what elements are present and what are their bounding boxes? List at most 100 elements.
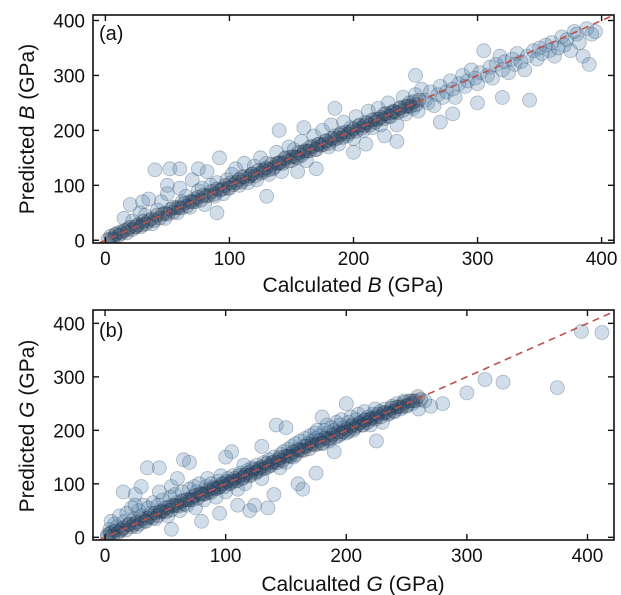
panel-label-b: (b) [99, 320, 123, 342]
x-tick-label: 100 [210, 546, 242, 567]
data-point-dense [242, 168, 258, 184]
data-point-dense [264, 455, 280, 471]
data-point [377, 106, 392, 122]
data-point [477, 372, 493, 387]
data-point-dense [245, 461, 261, 477]
data-point [460, 73, 476, 89]
data-point [581, 57, 597, 72]
data-point [549, 380, 565, 396]
data-point [191, 476, 207, 492]
data-point [559, 32, 575, 48]
data-point-dense [168, 200, 184, 216]
data-point [550, 40, 566, 56]
data-point-dense [179, 492, 195, 508]
data-point-dense [328, 429, 344, 445]
data-point [219, 172, 235, 188]
data-point-dense [343, 124, 359, 140]
data-point [203, 177, 219, 193]
data-point-dense [362, 117, 378, 133]
data-point [147, 162, 163, 178]
data-point [292, 433, 308, 449]
data-point-dense [116, 223, 132, 238]
data-point-dense [332, 127, 348, 143]
data-point [190, 161, 206, 177]
data-point [127, 497, 143, 513]
y-tick-label: 0 [74, 231, 85, 252]
data-point-dense [261, 162, 277, 178]
data-point-dense [113, 523, 129, 538]
data-point [368, 433, 384, 449]
data-point [182, 481, 197, 497]
data-point-dense [119, 225, 135, 241]
data-point-dense [306, 437, 322, 453]
data-point-dense [102, 526, 118, 540]
data-point [547, 48, 562, 64]
data-point [315, 122, 330, 138]
data-point [112, 224, 128, 240]
data-point-dense [155, 503, 171, 519]
data-point-dense [277, 150, 293, 166]
data-point-dense [394, 399, 410, 415]
data-point [131, 503, 147, 519]
data-point [459, 385, 475, 401]
data-point [336, 114, 352, 130]
data-point [224, 166, 240, 182]
plot-frame-b [92, 309, 615, 541]
data-point-dense [184, 492, 200, 508]
data-point [259, 155, 275, 171]
data-point [151, 484, 167, 500]
data-point-dense [277, 448, 293, 464]
data-point [332, 417, 348, 433]
data-point [200, 471, 216, 486]
x-tick-label: 400 [586, 249, 618, 270]
panel-a: 0 100 200 300 400 0 100 200 300 400 (a) Calculate… [16, 11, 617, 297]
x-tick-label: 300 [462, 249, 494, 270]
data-point [159, 186, 175, 202]
data-point [230, 497, 246, 513]
data-point [343, 120, 359, 135]
data-point [212, 505, 228, 521]
data-point-dense [397, 99, 413, 114]
data-point [350, 406, 366, 422]
data-point [584, 26, 600, 42]
data-point [234, 169, 250, 185]
data-point-dense [299, 143, 315, 159]
data-point [273, 446, 289, 462]
data-point [389, 133, 405, 149]
x-tick-label: 200 [338, 249, 370, 270]
data-point-dense [365, 112, 381, 128]
data-point [224, 444, 240, 460]
data-point [358, 136, 374, 152]
data-point [209, 175, 225, 191]
data-point [104, 524, 120, 540]
data-point [266, 487, 282, 502]
x-tick-label: 0 [100, 249, 111, 270]
data-point [218, 484, 234, 500]
data-point-dense [325, 427, 341, 443]
data-point [398, 106, 414, 122]
data-point [194, 180, 210, 196]
data-point [333, 412, 349, 428]
data-point-dense [386, 104, 402, 120]
data-point-dense [402, 393, 418, 409]
data-point-dense [259, 456, 275, 471]
data-point [497, 54, 513, 70]
data-point-dense [204, 183, 220, 199]
data-point [260, 500, 276, 516]
data-point [251, 463, 267, 478]
data-point [420, 95, 436, 111]
data-point-dense [155, 206, 170, 222]
data-point [463, 62, 479, 78]
data-point [271, 122, 287, 138]
data-point [237, 476, 253, 492]
data-point-dense [365, 410, 381, 426]
data-point [594, 325, 610, 340]
data-point-dense [239, 171, 255, 187]
data-point-dense [166, 498, 182, 514]
data-point [218, 449, 234, 465]
scatter-points-a [100, 21, 603, 243]
data-point [174, 484, 190, 500]
data-point [324, 420, 340, 436]
data-point [488, 57, 504, 72]
data-point [445, 106, 461, 122]
